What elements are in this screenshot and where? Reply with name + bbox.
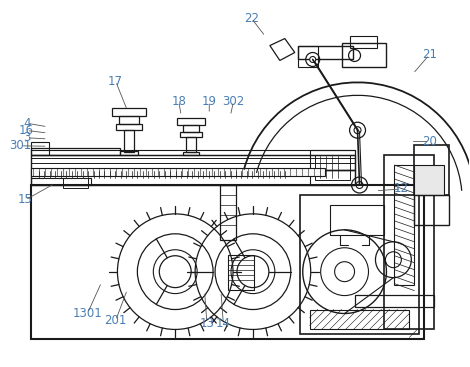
- Bar: [384, 155, 434, 330]
- Text: 302: 302: [222, 95, 245, 108]
- Bar: [31, 150, 354, 155]
- Bar: [119, 116, 140, 124]
- Text: 14: 14: [216, 317, 231, 330]
- Bar: [63, 178, 87, 188]
- Bar: [31, 148, 120, 155]
- Text: 21: 21: [422, 48, 437, 61]
- Polygon shape: [270, 39, 295, 61]
- Bar: [31, 168, 325, 176]
- Bar: [394, 165, 415, 285]
- Bar: [350, 36, 377, 47]
- Bar: [31, 142, 49, 155]
- Circle shape: [310, 57, 316, 62]
- Bar: [310, 150, 354, 185]
- Bar: [315, 155, 350, 180]
- Text: 13: 13: [199, 317, 214, 330]
- Bar: [415, 165, 444, 195]
- Text: 4: 4: [23, 117, 31, 130]
- Text: 301: 301: [9, 139, 31, 152]
- Bar: [183, 125, 199, 132]
- Text: 201: 201: [104, 314, 127, 327]
- Text: 22: 22: [244, 12, 259, 25]
- Bar: [31, 155, 354, 170]
- Bar: [298, 46, 318, 68]
- Bar: [31, 170, 354, 185]
- Bar: [228, 255, 254, 290]
- Bar: [310, 309, 409, 330]
- Bar: [180, 132, 202, 137]
- Bar: [117, 124, 142, 130]
- Bar: [125, 130, 134, 152]
- Text: 20: 20: [422, 135, 437, 148]
- Bar: [300, 195, 419, 334]
- Bar: [183, 152, 199, 155]
- Bar: [342, 43, 386, 68]
- Text: 15: 15: [18, 193, 33, 207]
- Bar: [354, 295, 434, 306]
- Text: 12: 12: [394, 182, 409, 196]
- Text: 1301: 1301: [73, 307, 102, 320]
- Bar: [31, 178, 91, 185]
- Bar: [31, 185, 424, 339]
- Text: 18: 18: [172, 95, 186, 108]
- Text: 19: 19: [202, 95, 217, 108]
- Bar: [177, 118, 205, 125]
- Bar: [415, 145, 449, 195]
- Bar: [329, 205, 384, 235]
- Text: 17: 17: [108, 75, 123, 88]
- Text: 3: 3: [23, 131, 31, 144]
- Bar: [415, 195, 449, 225]
- Bar: [298, 46, 352, 59]
- Text: 16: 16: [19, 124, 34, 137]
- Bar: [112, 108, 146, 116]
- Bar: [220, 185, 236, 240]
- Bar: [186, 137, 196, 152]
- Bar: [120, 151, 138, 155]
